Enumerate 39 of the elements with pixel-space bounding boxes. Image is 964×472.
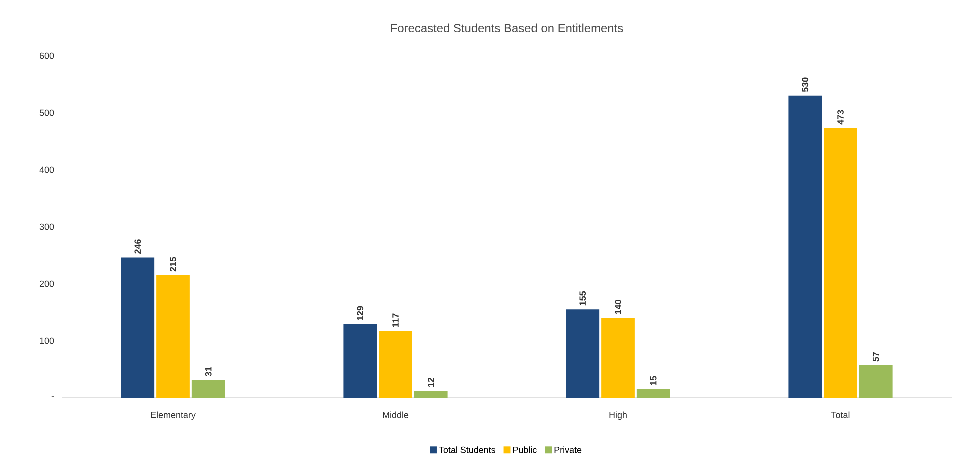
data-label: 57 xyxy=(872,352,880,362)
legend-label: Total Students xyxy=(439,446,496,454)
y-tick-label: 600 xyxy=(40,52,54,60)
bar xyxy=(859,366,893,398)
data-label: 129 xyxy=(357,306,364,320)
bar xyxy=(636,389,670,398)
y-tick-label: 300 xyxy=(40,224,54,230)
y-tick-label: 200 xyxy=(40,280,54,288)
x-tick-label: Middle xyxy=(383,412,409,418)
legend-label: Private xyxy=(554,446,582,454)
data-label: 530 xyxy=(802,78,809,92)
bar xyxy=(414,391,448,398)
x-tick-label: High xyxy=(610,412,627,420)
bar xyxy=(192,380,226,398)
data-label: 15 xyxy=(650,376,657,386)
y-tick-label: 400 xyxy=(40,166,54,174)
bar xyxy=(566,310,600,398)
bar xyxy=(788,96,822,398)
bar xyxy=(156,275,190,398)
y-tick-label: - xyxy=(52,396,54,398)
data-label: 155 xyxy=(580,291,586,306)
bar xyxy=(344,324,378,398)
bar xyxy=(121,258,155,398)
bar xyxy=(379,331,412,398)
legend-label: Public xyxy=(513,446,537,454)
chart-title: Forecasted Students Based on Entitlements xyxy=(391,24,624,33)
x-tick-label: Total xyxy=(831,412,850,418)
bar xyxy=(602,318,635,398)
bar xyxy=(824,128,858,398)
data-label: 117 xyxy=(392,314,399,328)
data-label: 246 xyxy=(134,240,142,254)
data-label: 12 xyxy=(428,378,434,388)
data-label: 473 xyxy=(838,110,844,125)
y-tick-label: 100 xyxy=(40,338,54,344)
data-label: 31 xyxy=(205,367,212,377)
data-label: 140 xyxy=(615,300,622,314)
x-tick-label: Elementary xyxy=(151,412,196,420)
data-label: 215 xyxy=(170,257,176,272)
y-tick-label: 500 xyxy=(40,110,54,116)
